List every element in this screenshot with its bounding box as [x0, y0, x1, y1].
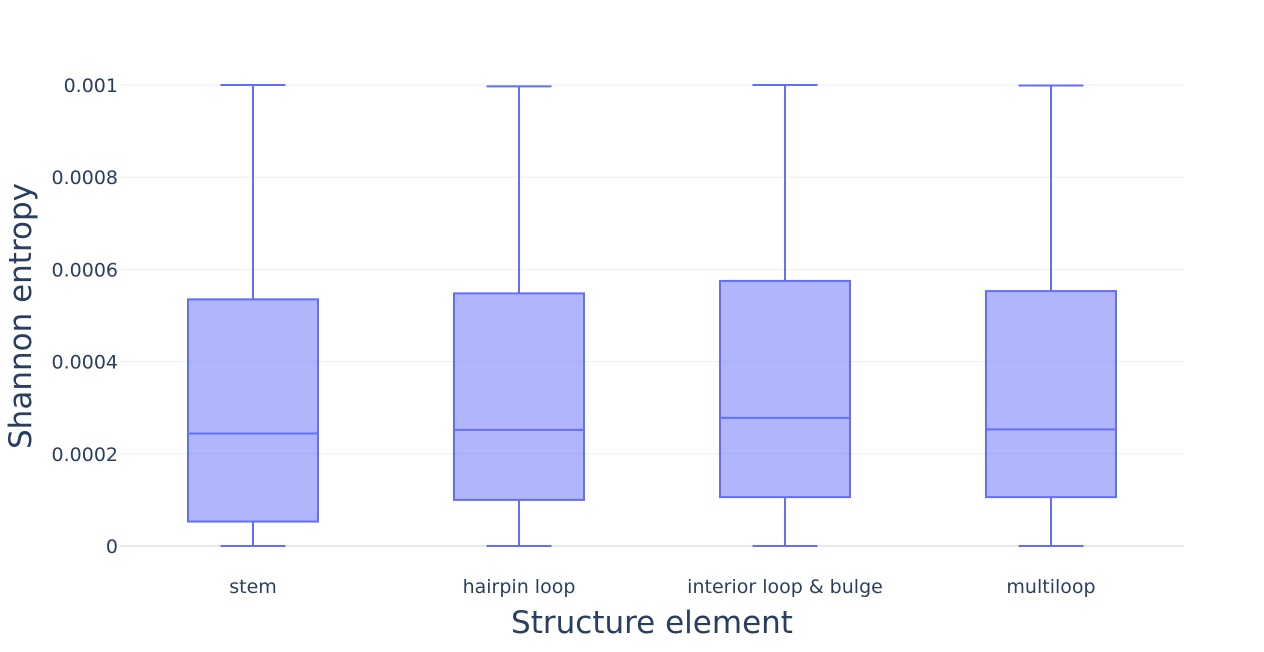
x-category-label: multiloop — [1006, 576, 1095, 598]
x-axis-category-labels: stem hairpin loop interior loop & bulge mul… — [229, 576, 1095, 598]
box-2 — [453, 85, 585, 547]
y-tick-label: 0.001 — [64, 75, 118, 97]
boxes — [187, 84, 1117, 547]
y-tick-label: 0.0002 — [52, 444, 118, 466]
x-category-label: interior loop & bulge — [687, 576, 883, 598]
y-tick-label: 0.0004 — [52, 352, 118, 374]
box-3 — [719, 84, 851, 547]
box-1 — [187, 84, 319, 547]
x-category-label: stem — [229, 576, 277, 598]
x-axis-title: Structure element — [511, 605, 793, 641]
y-axis-tick-labels: 0 0.0002 0.0004 0.0006 0.0008 0.001 — [52, 75, 118, 558]
y-axis-title: Shannon entropy — [3, 183, 39, 449]
y-tick-label: 0.0008 — [52, 167, 118, 189]
iqr-box — [187, 298, 319, 523]
iqr-box — [719, 279, 851, 499]
y-tick-label: 0.0006 — [52, 259, 118, 281]
x-category-label: hairpin loop — [463, 576, 576, 598]
iqr-box — [453, 292, 585, 501]
y-tick-label: 0 — [106, 536, 118, 558]
box-4 — [985, 84, 1117, 547]
iqr-box — [985, 290, 1117, 499]
